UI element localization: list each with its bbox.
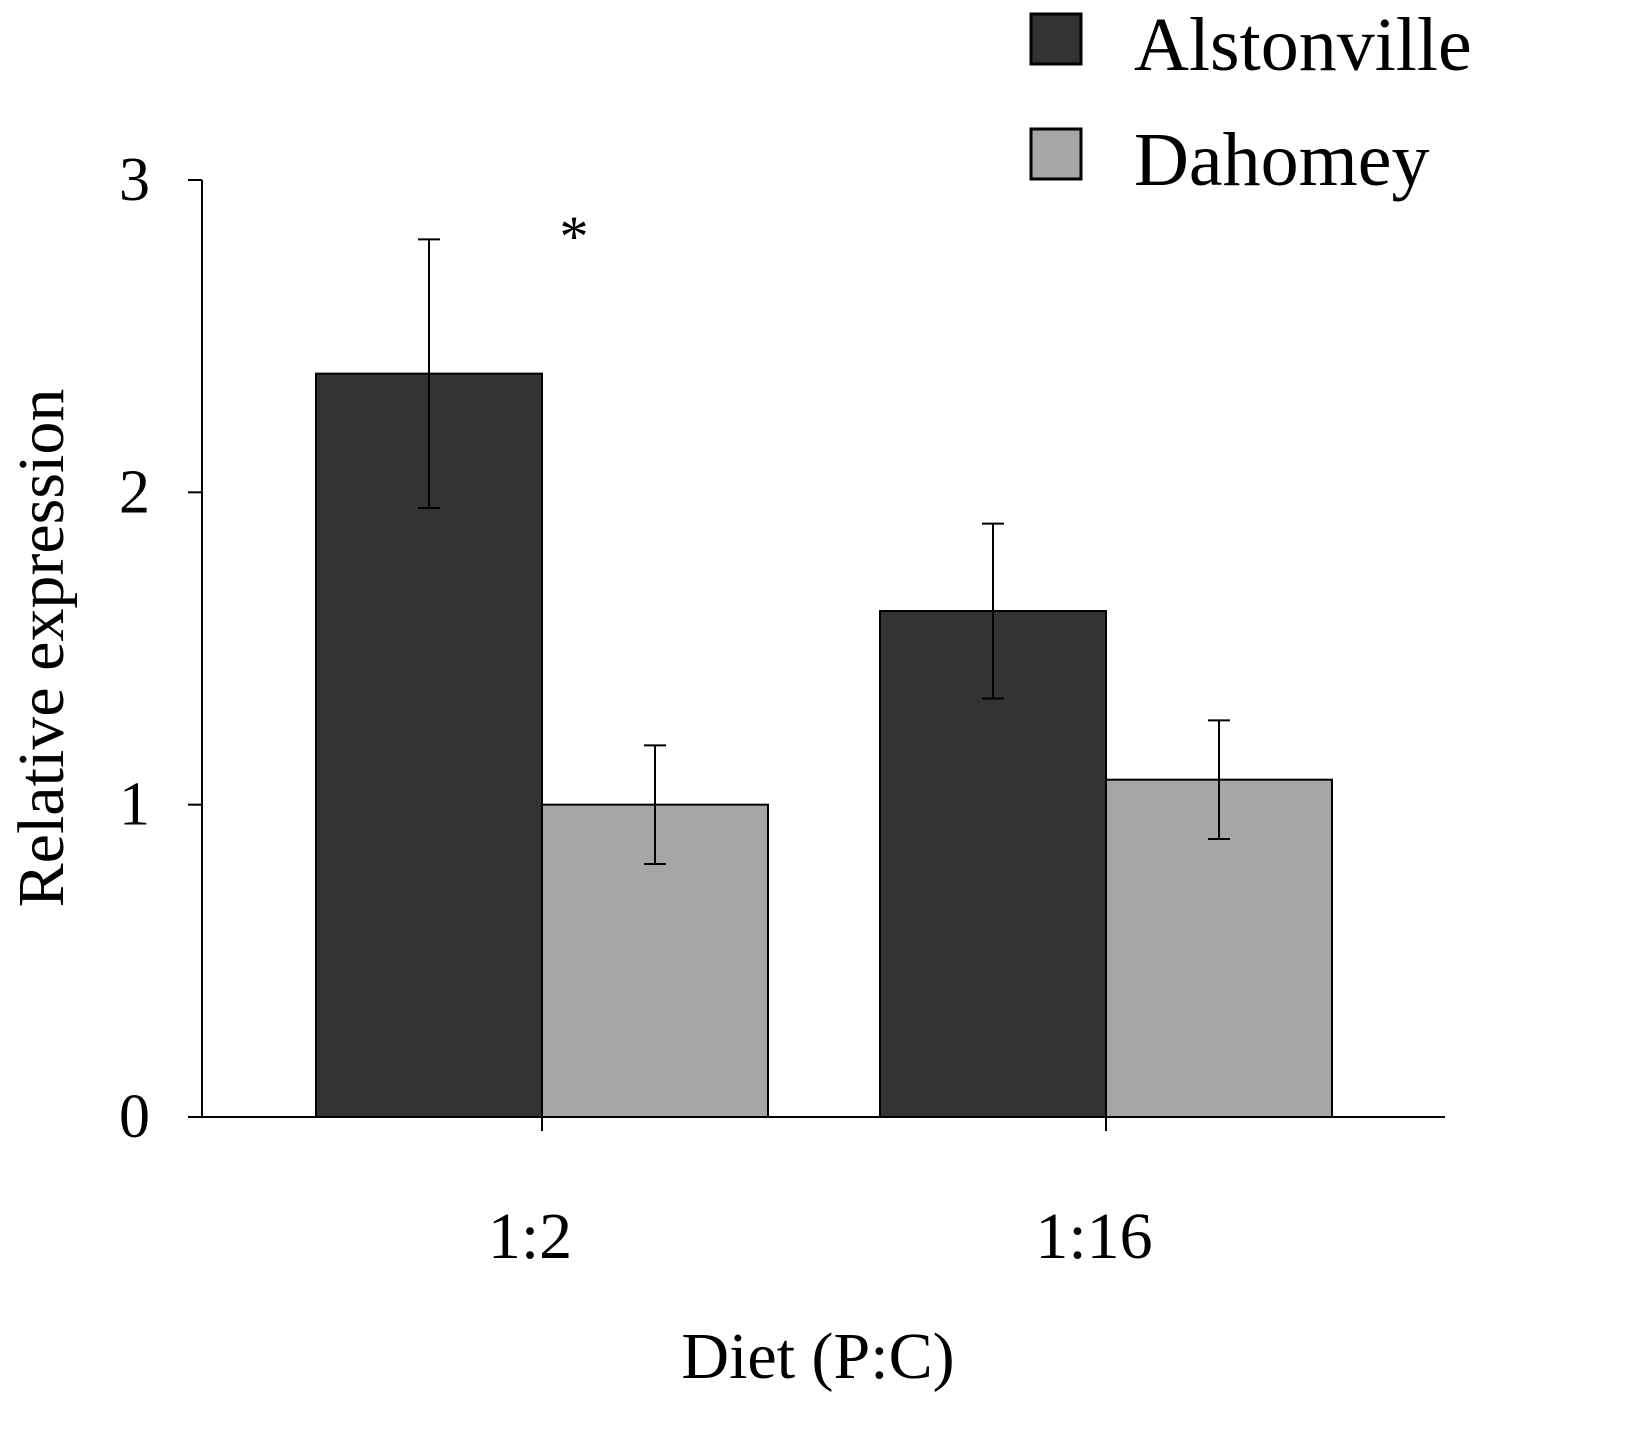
legend: Alstonville Dahomey <box>1029 3 1472 202</box>
y-tick-label: 1 <box>119 771 150 839</box>
significance-asterisk: * <box>560 204 589 269</box>
error-bars <box>418 238 1230 866</box>
x-tick-label: 1:2 <box>488 1200 572 1273</box>
labels: 1:2 1:16 Diet (P:C) Relative expression * <box>5 204 1153 1393</box>
y-axis-title: Relative expression <box>5 389 78 908</box>
x-tick-label: 1:16 <box>1035 1200 1152 1273</box>
y-tick-label: 2 <box>119 458 150 526</box>
legend-swatch <box>1029 127 1083 181</box>
legend-swatch <box>1029 12 1083 66</box>
bars <box>315 372 1333 1119</box>
y-tick-label: 3 <box>119 146 150 214</box>
legend-label: Alstonville <box>1134 3 1472 87</box>
x-axis-title: Diet (P:C) <box>681 1320 954 1393</box>
legend-label: Dahomey <box>1134 118 1429 202</box>
y-tick-label: 0 <box>119 1083 150 1151</box>
